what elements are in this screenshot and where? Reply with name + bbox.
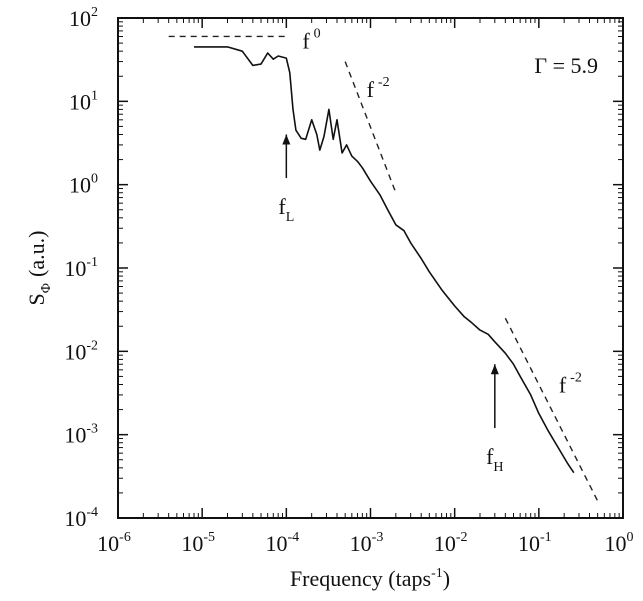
x-tick-label: 10-5 xyxy=(181,530,215,556)
annotations: f 0 f -2 f -2 fL fH xyxy=(278,26,581,474)
x-tick-label: 10-4 xyxy=(265,530,299,556)
y-tick-label: 102 xyxy=(69,5,98,31)
x-tick-label: 10-3 xyxy=(350,530,384,556)
y-tick-label: 10-1 xyxy=(64,255,98,281)
spectrum-line xyxy=(194,46,575,474)
arrow-head xyxy=(490,364,499,375)
y-tick-label: 100 xyxy=(69,172,98,198)
series-group xyxy=(194,46,575,474)
y-tick-label: 10-4 xyxy=(64,505,98,531)
frequency-marker-label: fH xyxy=(486,444,503,475)
frequency-marker-label: fL xyxy=(278,194,294,225)
arrows xyxy=(282,134,499,429)
slope-label: f -2 xyxy=(367,75,390,102)
x-tick-label: 100 xyxy=(605,530,634,556)
reference-line xyxy=(504,317,599,502)
y-axis-label: SΦ(a.u.) xyxy=(24,231,54,306)
reference-line xyxy=(344,61,397,193)
axis-ticks xyxy=(117,17,624,519)
slope-label: f -2 xyxy=(559,370,582,397)
y-tick-label: 10-3 xyxy=(64,422,98,448)
gamma-annotation: Γ = 5.9 xyxy=(534,53,598,78)
tick-labels: 10-6 10-5 10-4 10-3 10-2 10-1 100 10-4 10-3 10-2 1… xyxy=(64,5,633,556)
x-tick-label: 10-6 xyxy=(97,530,131,556)
x-tick-label: 10-2 xyxy=(434,530,468,556)
x-tick-label: 10-1 xyxy=(518,530,552,556)
reference-lines xyxy=(168,35,599,502)
y-tick-label: 101 xyxy=(69,88,98,114)
y-tick-label: 10-2 xyxy=(64,338,98,364)
x-axis-label: Frequency (taps-1) xyxy=(290,566,450,591)
arrow-head xyxy=(282,134,291,145)
